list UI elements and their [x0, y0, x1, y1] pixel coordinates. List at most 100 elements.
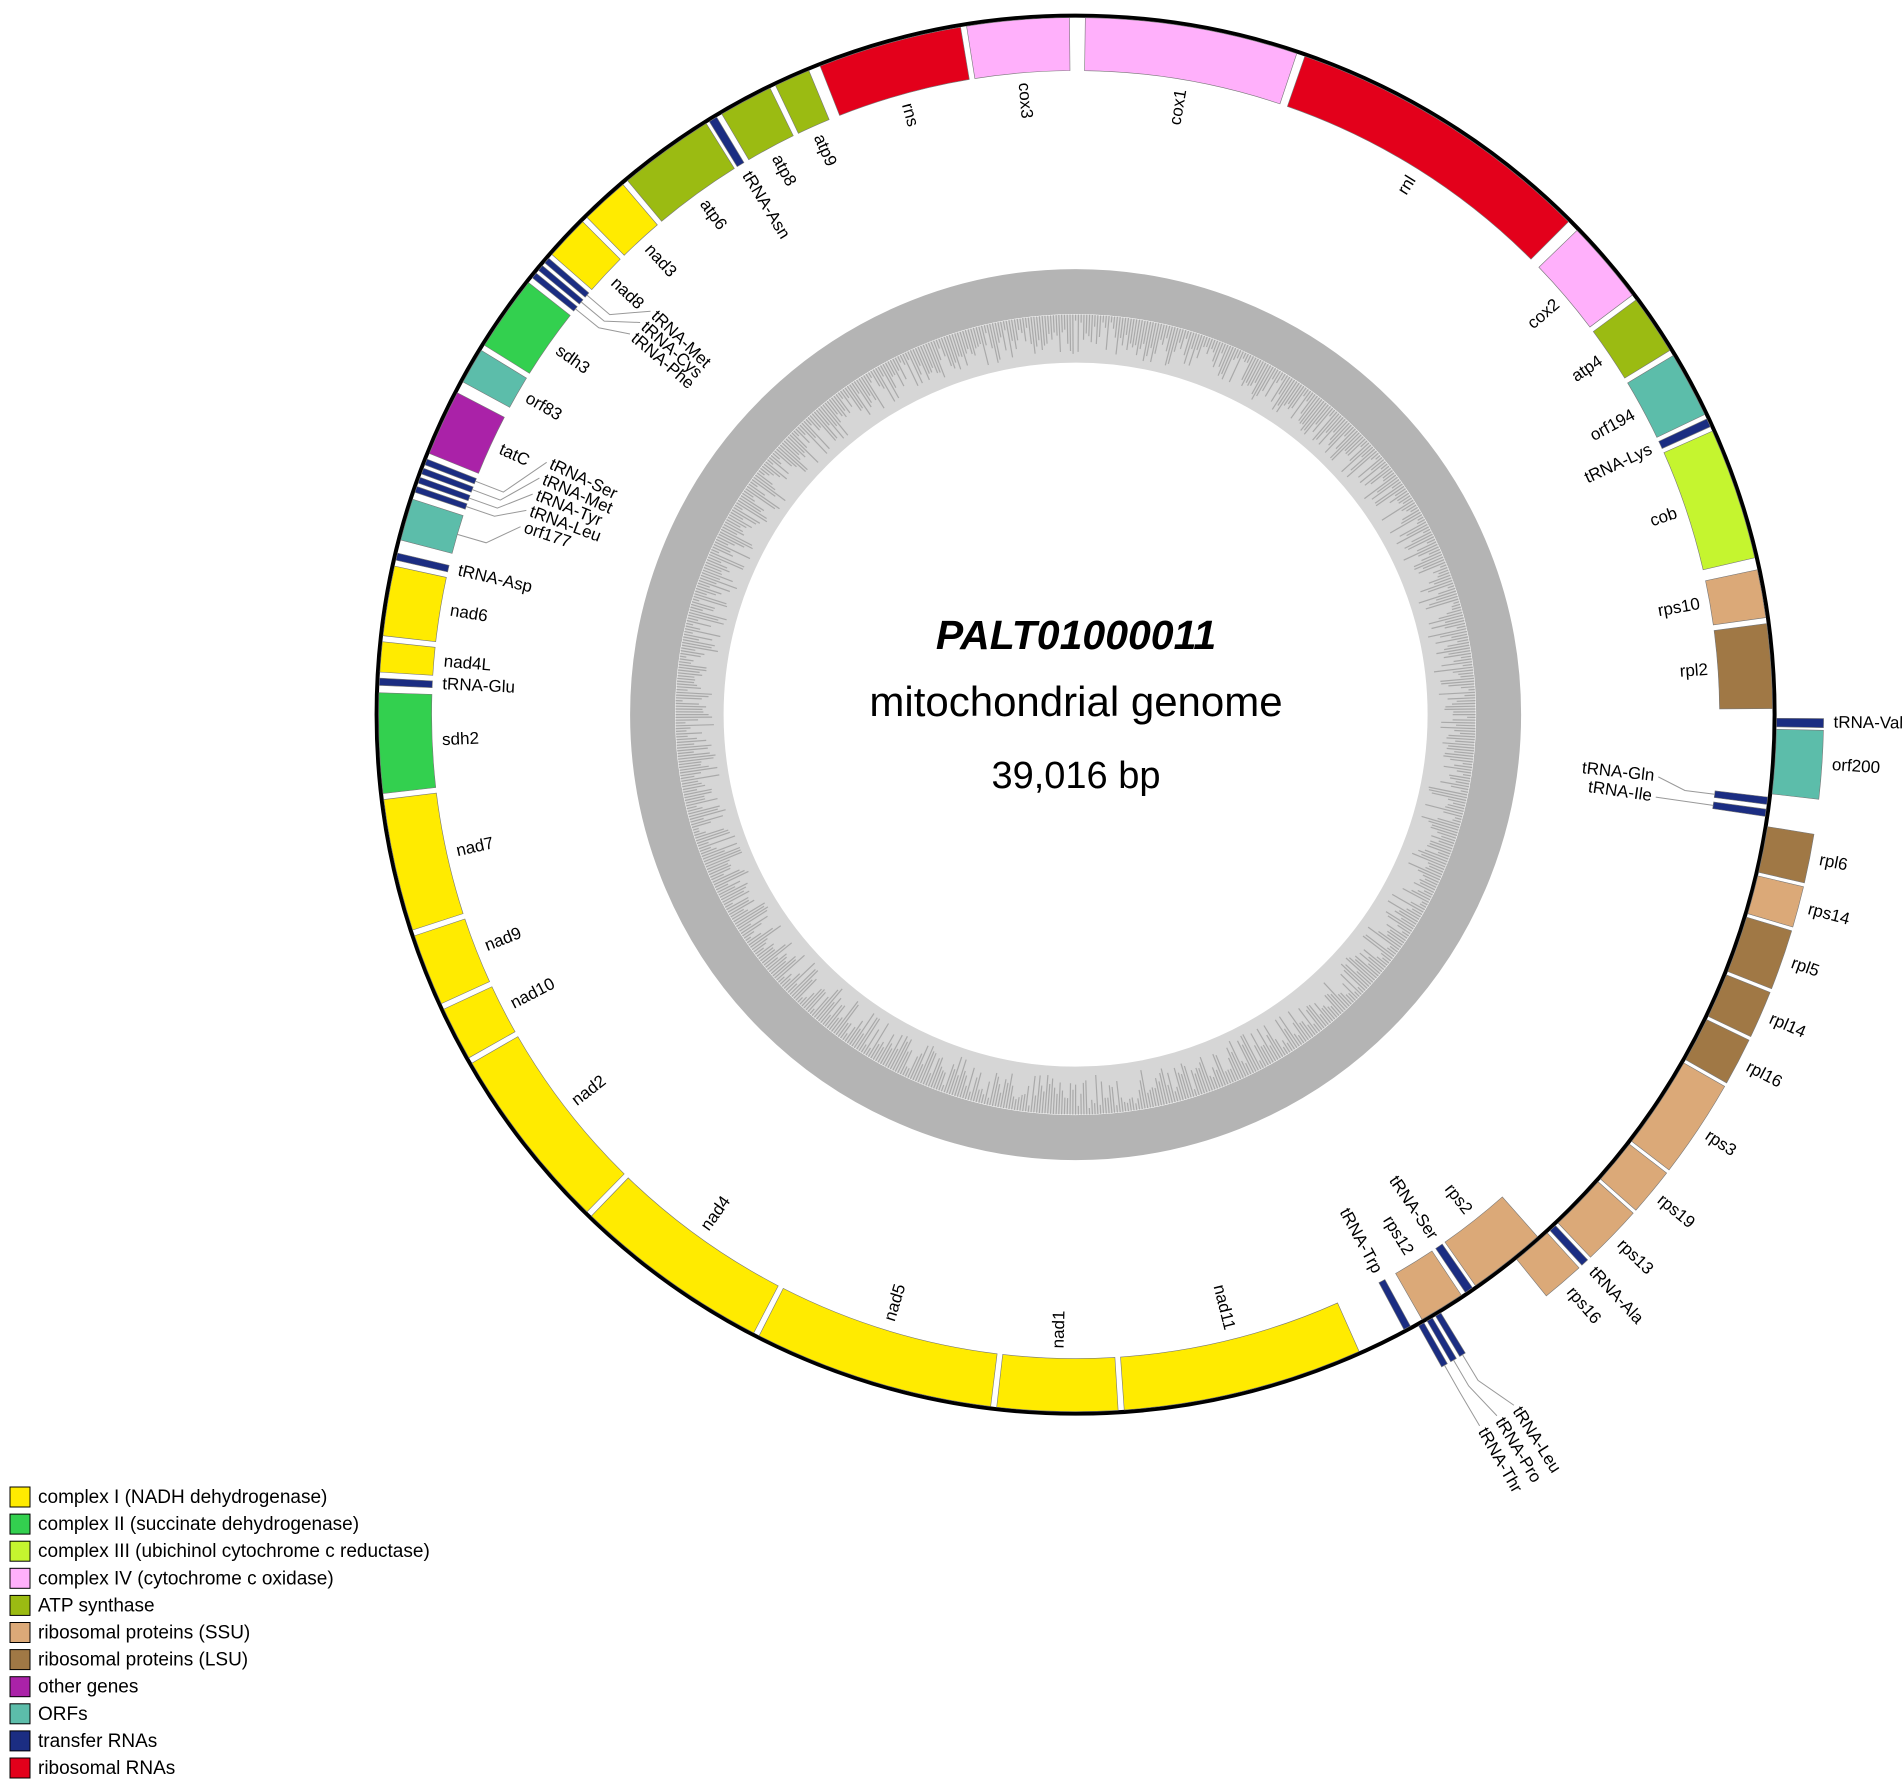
- gene-label: atp9: [810, 131, 841, 169]
- gene-block: [627, 123, 735, 222]
- legend: complex I (NADH dehydrogenase) complex II…: [9, 1486, 430, 1779]
- gene-block: [383, 792, 464, 931]
- gene-label: nad4: [697, 1192, 735, 1234]
- leader-line: [465, 506, 527, 517]
- gene-block: [1592, 299, 1671, 379]
- gene-label: nad10: [507, 974, 558, 1013]
- gene-label: nad1: [1048, 1310, 1068, 1348]
- genome-subtitle: mitochondrial genome: [869, 678, 1282, 725]
- leader-line: [1453, 1359, 1498, 1417]
- leader-line: [580, 301, 641, 323]
- legend-swatch: [9, 1567, 31, 1589]
- gene-label: sdh2: [442, 729, 480, 749]
- leader-line: [468, 493, 533, 509]
- gene-block: [421, 467, 474, 493]
- gene-block: [1663, 430, 1756, 571]
- gene-block: [1705, 569, 1767, 626]
- gene-block: [378, 692, 437, 794]
- gene-block: [544, 257, 590, 298]
- gene-label: cob: [1647, 503, 1679, 530]
- gene-block: [424, 458, 477, 485]
- gene-label: orf194: [1587, 405, 1638, 445]
- gene-block: [1713, 623, 1773, 710]
- gene-label: rps3: [1702, 1126, 1740, 1160]
- legend-label: ORFs: [38, 1704, 88, 1725]
- gene-label: rps13: [1614, 1235, 1658, 1278]
- gene-block: [1426, 1317, 1457, 1363]
- gene-block: [1084, 17, 1298, 105]
- legend-swatch: [9, 1540, 31, 1562]
- gene-block: [382, 565, 447, 643]
- legend-label: ribosomal proteins (LSU): [38, 1650, 248, 1671]
- gene-label: nad3: [641, 240, 681, 281]
- legend-label: complex I (NADH dehydrogenase): [38, 1487, 327, 1508]
- gene-label: tRNA-Val: [1833, 713, 1902, 733]
- legend-swatch: [9, 1594, 31, 1616]
- gene-label: rpl16: [1743, 1057, 1785, 1091]
- gene-block: [1713, 790, 1769, 805]
- gene-block: [1707, 974, 1771, 1038]
- gene-block: [721, 87, 794, 161]
- gene-label: atp4: [1568, 351, 1606, 385]
- gene-block: [551, 221, 621, 290]
- gene-block: [758, 1288, 998, 1407]
- legend-label: other genes: [38, 1677, 138, 1698]
- gene-label: rpl5: [1789, 953, 1822, 980]
- gene-label: cox2: [1524, 295, 1564, 333]
- legend-swatch: [9, 1730, 31, 1752]
- gene-block: [1712, 801, 1767, 817]
- gene-block: [1776, 717, 1824, 728]
- legend-swatch: [9, 1513, 31, 1535]
- gene-block: [708, 116, 745, 168]
- gene-label: nad4L: [443, 652, 492, 675]
- gene-label: tRNA-Lys: [1581, 440, 1654, 487]
- gene-block: [1600, 1143, 1668, 1211]
- legend-label: ATP synthase: [38, 1595, 155, 1616]
- gene-block: [1538, 229, 1633, 328]
- genome-circle: [374, 13, 1777, 1416]
- legend-swatch: [9, 1486, 31, 1508]
- leader-line: [1655, 796, 1714, 806]
- leader-line: [1658, 776, 1715, 795]
- legend-label: transfer RNAs: [38, 1731, 157, 1752]
- legend-label: ribosomal RNAs: [38, 1758, 175, 1779]
- gene-label: rnl: [1394, 172, 1420, 198]
- gene-label: nad11: [1210, 1283, 1240, 1332]
- leader-line: [586, 294, 651, 316]
- gene-label: tRNA-Trp: [1336, 1205, 1387, 1277]
- gene-block: [1685, 1019, 1750, 1084]
- gene-label: rps19: [1654, 1190, 1699, 1232]
- gene-block: [1747, 875, 1804, 928]
- leader-line: [1462, 1354, 1515, 1406]
- gene-label: nad6: [449, 601, 489, 626]
- leader-line: [475, 461, 547, 493]
- gene-block: [996, 1354, 1119, 1412]
- gene-label: cox1: [1165, 88, 1190, 127]
- gene-label: nad7: [454, 833, 495, 860]
- gene-label: orf83: [522, 388, 565, 424]
- legend-swatch: [9, 1676, 31, 1698]
- gene-block: [400, 498, 464, 554]
- gene-label: nad2: [568, 1071, 610, 1109]
- gene-block: [1758, 826, 1815, 884]
- gc-ring-outer: [630, 269, 1522, 1161]
- gene-label: rps2: [1441, 1180, 1476, 1218]
- gene-label: atp8: [768, 151, 800, 189]
- leader-line: [472, 477, 540, 501]
- gene-block: [414, 486, 468, 510]
- gene-block: [1658, 418, 1711, 449]
- gene-block: [1435, 1312, 1466, 1357]
- gene-block: [462, 350, 527, 408]
- gene-block: [471, 1036, 625, 1213]
- gene-block: [428, 392, 505, 474]
- gene-block: [1435, 1243, 1473, 1293]
- gene-block: [819, 26, 970, 116]
- legend-swatch: [9, 1622, 31, 1643]
- gene-label: nad8: [607, 273, 648, 313]
- gc-bars: [675, 314, 1476, 1115]
- gene-block: [966, 17, 1071, 79]
- gene-block: [1727, 916, 1793, 990]
- leader-line: [575, 308, 631, 335]
- genome-title: PALT01000011: [936, 612, 1216, 658]
